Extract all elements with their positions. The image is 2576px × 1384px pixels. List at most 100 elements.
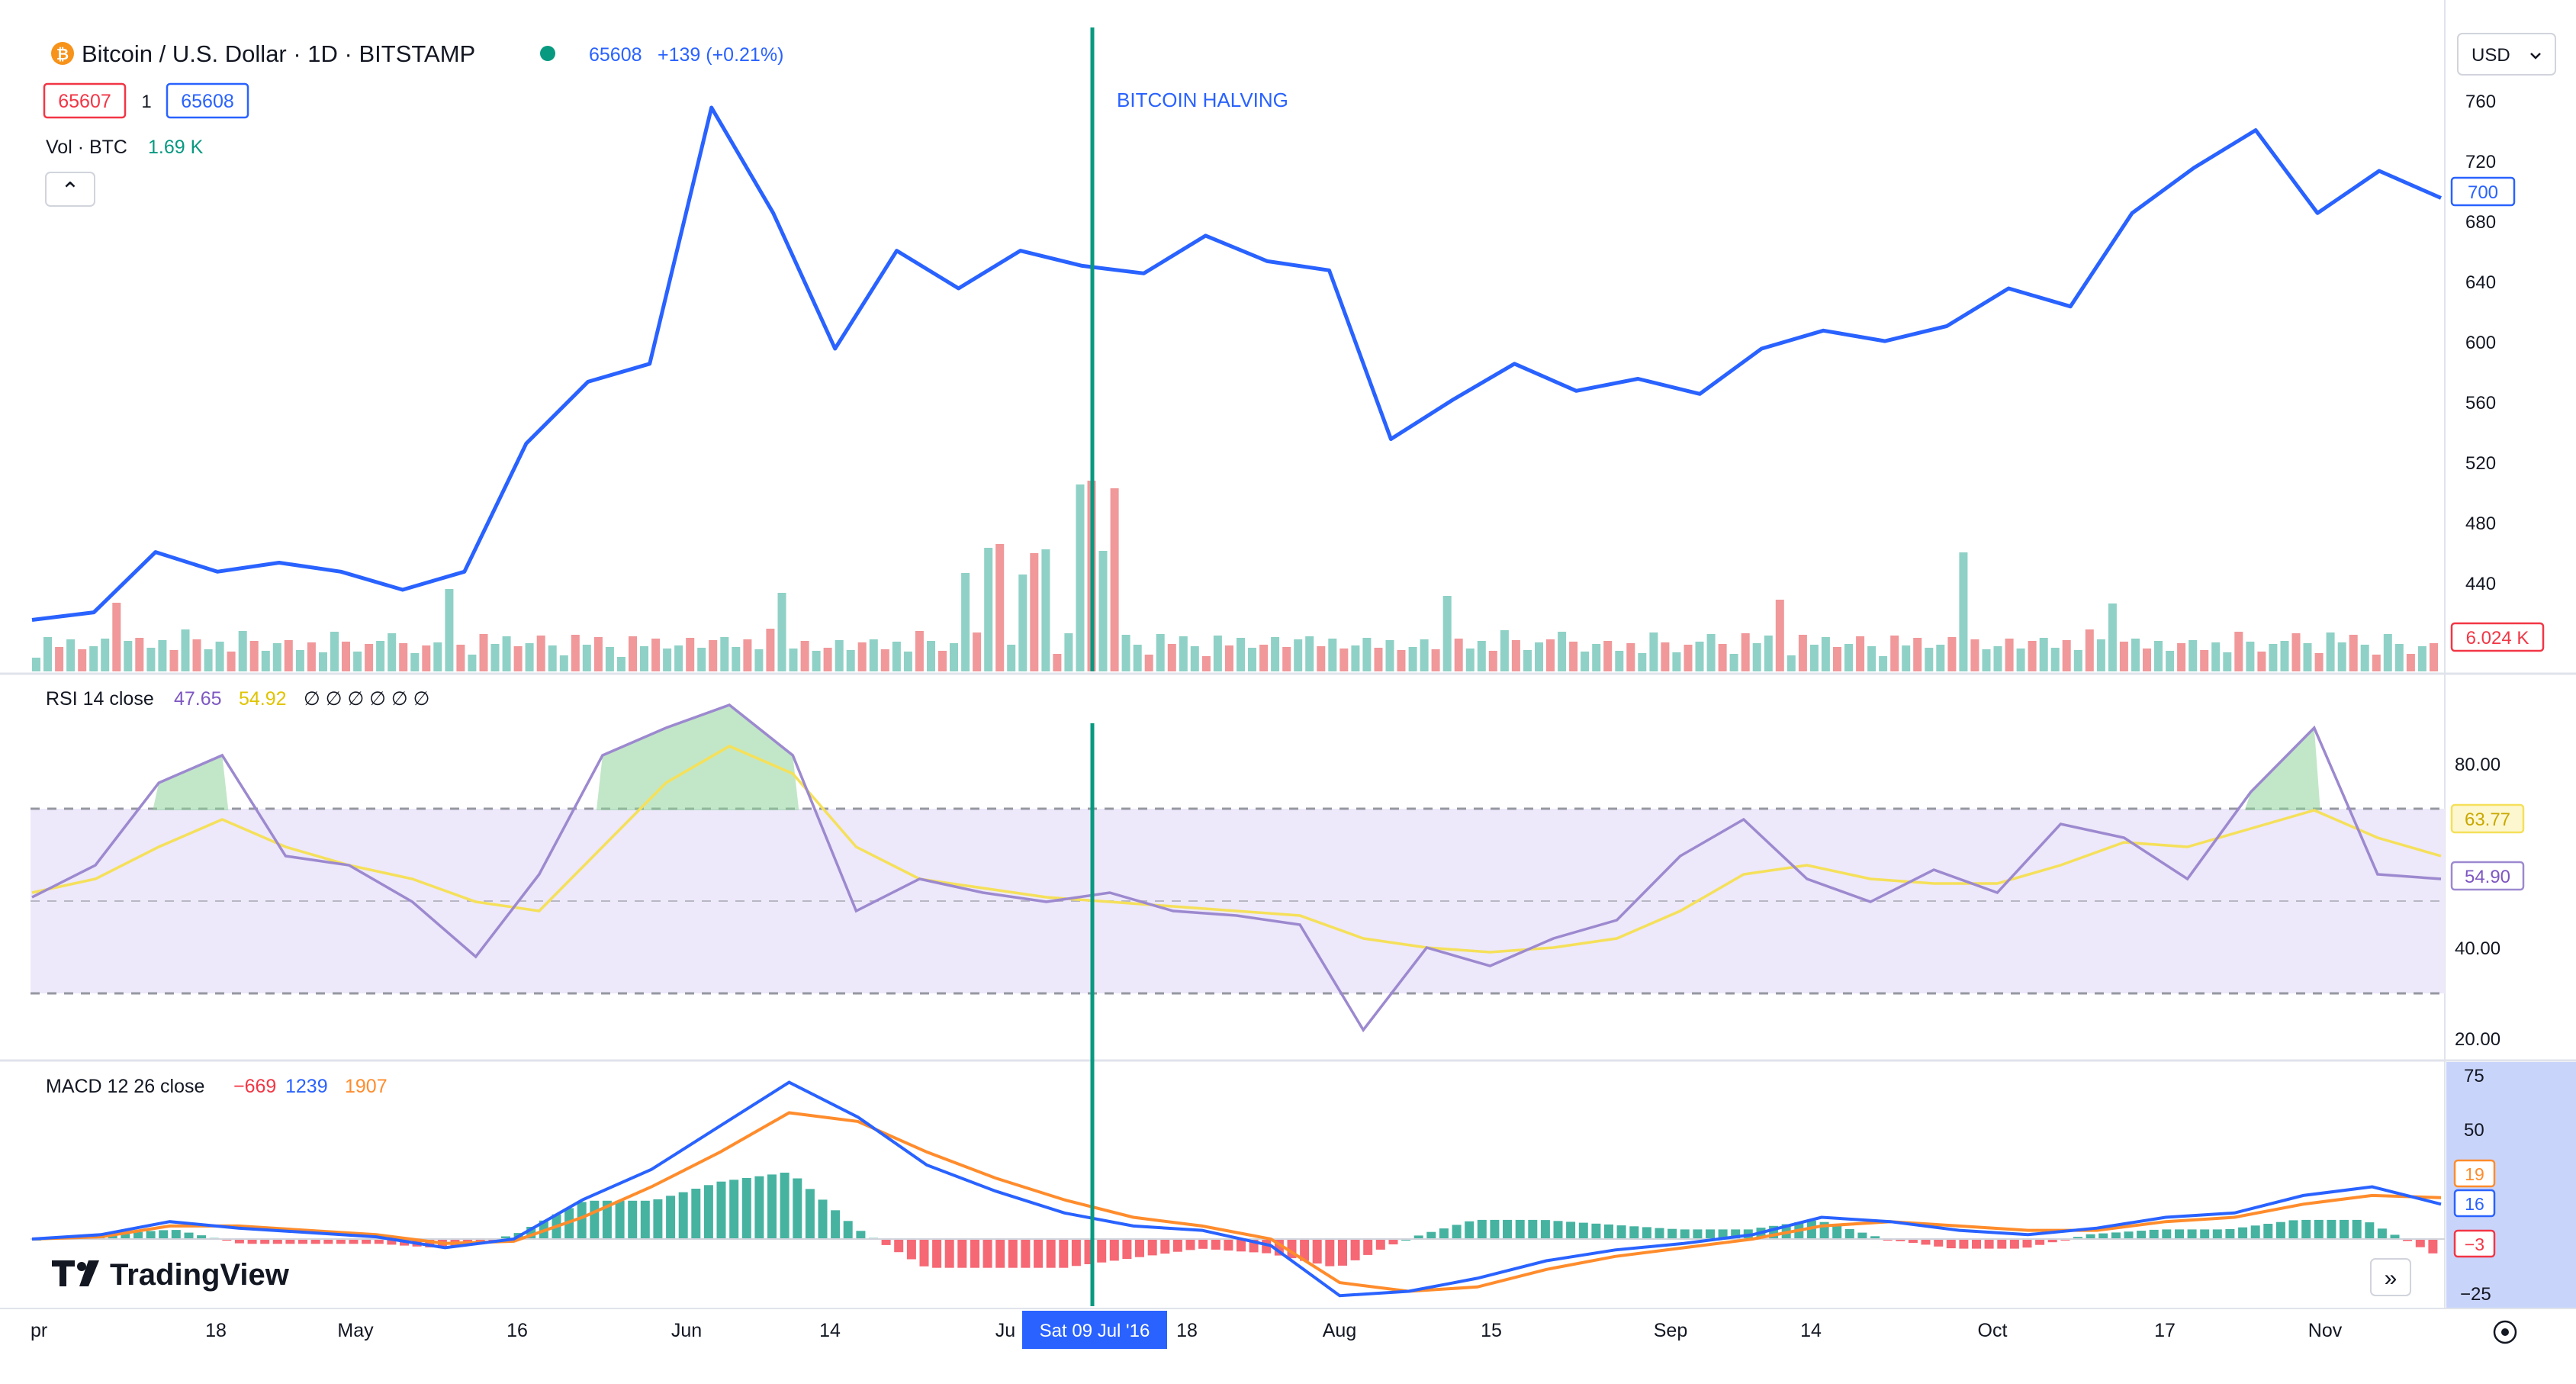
volume-bar [582,645,591,671]
volume-bar [1902,645,1911,671]
macd-signal-tag [2453,1159,2496,1188]
macd-legend-name[interactable]: MACD 12 26 close [46,1076,204,1097]
macd-line[interactable] [31,1080,2442,1298]
currency-select[interactable] [2457,33,2556,76]
macd-tick: 75 [2464,1066,2484,1086]
volume-bar [158,640,167,671]
volume-bar [1661,642,1670,671]
volume-bar [1775,600,1784,671]
macd-hist-tag-label: −3 [2465,1234,2484,1254]
settings-icon[interactable] [2493,1320,2517,1344]
volume-bar [2154,641,2163,671]
rsi-legend-name[interactable]: RSI 14 close [46,688,154,710]
volume-label: Vol · BTC [46,137,127,158]
macd-histogram-bar [1503,1219,1512,1239]
macd-histogram-bar [1363,1239,1373,1255]
price-change: +139 (+0.21%) [658,44,783,66]
time-axis[interactable]: pr 18 May 16 Jun 14 Ju 18 Aug 15 Sep 14 … [31,1320,2343,1341]
volume-bar [1925,648,1934,671]
halving-annotation[interactable]: BITCOIN HALVING [1117,89,1288,111]
volume-bar [1053,654,1062,671]
time-label: 18 [1176,1320,1198,1341]
rsi-ma-line[interactable] [31,745,2442,954]
macd-histogram-bar [1160,1239,1170,1254]
volume-bar [479,634,488,671]
macd-histogram-bar [995,1239,1005,1268]
volume-bar [1626,643,1635,671]
volume-bar [433,642,442,671]
collapse-legend-button[interactable] [45,172,95,207]
volume-bar [2005,639,2014,671]
volume-bar [800,641,809,671]
volume-bar [1558,632,1567,671]
macd-histogram-bar [1021,1239,1031,1268]
price-tick: 600 [2465,333,2496,353]
macd-histogram-bar [133,1231,143,1239]
volume-bar [1339,649,1349,671]
macd-tick: 50 [2464,1120,2484,1141]
volume-bar [629,636,637,671]
rsi-overbought-area [596,705,799,810]
macd-histogram-bar [982,1239,992,1268]
scroll-right-button[interactable] [2370,1258,2411,1296]
volume-bar [43,637,52,671]
macd-histogram-bar [260,1239,270,1244]
macd-signal-line[interactable] [31,1111,2442,1293]
macd-histogram-bar [1566,1221,1576,1239]
volume-bar [2280,641,2289,671]
volume-bar [2073,650,2082,671]
volume-bar [261,651,270,671]
volume-bar [272,643,281,671]
macd-histogram-bar [1959,1239,1969,1249]
macd-histogram-bar [1604,1224,1613,1239]
price-line[interactable] [31,105,2443,622]
time-label: Aug [1323,1320,1356,1341]
macd-histogram-bar [146,1231,156,1239]
price-tick: 560 [2465,393,2496,414]
ask-button[interactable] [166,82,249,119]
volume-bar [1144,655,1153,671]
volume-bar [2337,642,2346,671]
volume-bar [1581,652,1590,671]
macd-histogram-bar [2022,1239,2032,1248]
macd-legend-macd: 1239 [285,1076,328,1097]
rsi-line[interactable] [31,703,2442,1033]
volume-bar [1190,646,1199,671]
macd-histogram-bar [1946,1239,1956,1249]
volume-value: 1.69 K [148,137,204,158]
volume-bar [2166,651,2175,671]
bid-button[interactable] [43,82,127,119]
macd-histogram-bar [1490,1219,1500,1239]
volume-bar [330,632,339,671]
volume-bar [2177,643,2186,671]
volume-bar [319,652,327,671]
volume-bar [869,639,878,671]
price-axis[interactable]: 760 720 680 640 600 560 520 480 440 [2465,92,2496,594]
time-label: 14 [819,1320,841,1341]
macd-histogram-bar [1591,1223,1601,1239]
volume-bar [1408,647,1417,671]
macd-histogram-bar [577,1202,587,1239]
macd-histogram-bar [1198,1239,1208,1249]
tradingview-logo[interactable]: TradingView [52,1258,290,1292]
macd-histogram-bar [1172,1239,1182,1252]
macd-histogram-bar [374,1239,384,1244]
symbol-title[interactable]: Bitcoin / U.S. Dollar · 1D · BITSTAMP [82,40,475,67]
volume-bar [78,649,87,671]
volume-bar [1041,549,1050,671]
volume-bar [2360,645,2369,671]
volume-bar [1385,640,1394,671]
time-label: 17 [2154,1320,2176,1341]
macd-histogram-bar [2162,1229,2172,1239]
volume-bar [1546,639,1555,671]
volume-bar [754,649,764,671]
volume-bar [1936,645,1945,671]
macd-histogram-bar [2288,1220,2298,1239]
macd-histogram-bar [1553,1221,1563,1239]
volume-bar [32,658,40,671]
macd-legend-signal: 1907 [345,1076,388,1097]
volume-bar [1294,639,1303,671]
macd-histogram-bar [2263,1224,2273,1239]
